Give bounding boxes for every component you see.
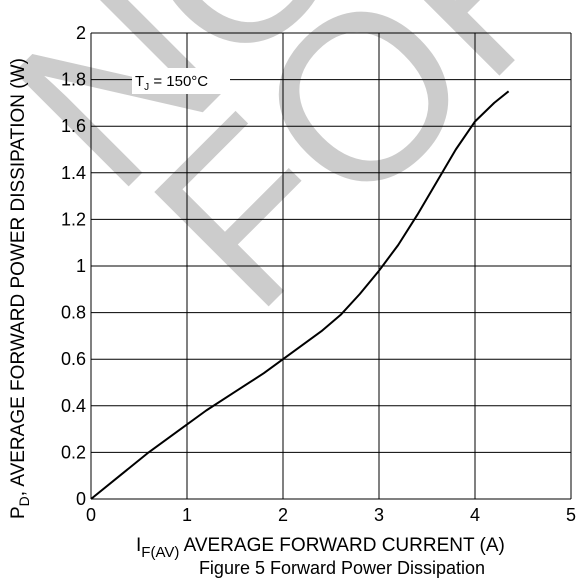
annotation-rest: = 150°C <box>149 73 208 90</box>
y-tick-label: 1.4 <box>61 163 86 183</box>
x-tick-label: 4 <box>470 505 480 525</box>
series-layer <box>90 90 510 500</box>
x-tick-label: 1 <box>182 505 192 525</box>
y-tick-label: 0.4 <box>61 396 86 416</box>
y-axis-label-main: P <box>8 506 29 519</box>
x-tick-label: 0 <box>86 505 96 525</box>
y-tick-label: 1.2 <box>61 209 86 229</box>
x-tick-label: 3 <box>374 505 384 525</box>
y-tick-label: 0.6 <box>61 349 86 369</box>
annotation-main: T <box>135 73 144 90</box>
annotation-background <box>132 68 230 94</box>
x-axis-label-main: I <box>136 535 141 556</box>
grid <box>90 32 572 500</box>
y-axis-label-sub: D <box>16 496 32 506</box>
x-axis-label-rest: AVERAGE FORWARD CURRENT (A) <box>179 535 505 556</box>
x-axis-label-sub: F(AV) <box>141 544 179 561</box>
y-tick-label: 1.6 <box>61 116 86 136</box>
x-tick-label: 2 <box>278 505 288 525</box>
y-tick-labels: 0 0.2 0.4 0.6 0.8 1 1.2 1.4 1.6 1.8 2 <box>61 23 86 509</box>
figure-caption: Figure 5 Forward Power Dissipation <box>199 558 485 578</box>
y-tick-label: 0.8 <box>61 303 86 323</box>
x-axis-label: IF(AV) AVERAGE FORWARD CURRENT (A) <box>136 535 505 561</box>
y-tick-label: 2 <box>76 23 86 43</box>
y-axis-label-rest: , AVERAGE FORWARD POWER DISSIPATION (W) <box>8 58 29 496</box>
x-tick-labels: 0 1 2 3 4 5 <box>86 505 576 525</box>
x-tick-label: 5 <box>566 505 576 525</box>
y-tick-label: 1.8 <box>61 70 86 90</box>
y-axis-label: PD, AVERAGE FORWARD POWER DISSIPATION (W… <box>8 58 32 519</box>
watermark: NOT FOR <box>0 0 576 355</box>
y-tick-label: 0.2 <box>61 442 86 462</box>
y-tick-label: 0 <box>76 489 86 509</box>
power-dissipation-curve <box>90 90 510 500</box>
y-tick-label: 1 <box>76 256 86 276</box>
junction-temp-annotation: TJ = 150°C <box>135 73 208 93</box>
annotation-sub: J <box>144 82 149 93</box>
